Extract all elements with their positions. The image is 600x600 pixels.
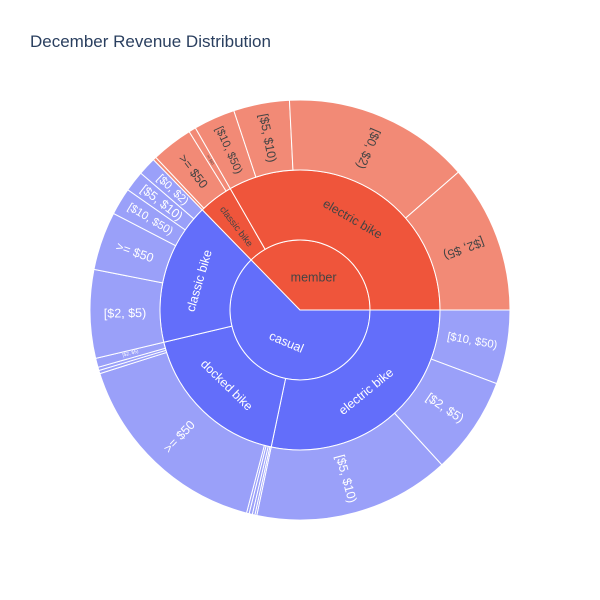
- segment-label-2-5: [$2, $5): [104, 306, 147, 321]
- segments-layer: [89, 99, 511, 521]
- segment-label-50: >= $50: [206, 154, 215, 165]
- segment-label-2-5: [$2, $5): [122, 349, 140, 359]
- sunburst-segment-l2-2-5[interactable]: [404, 171, 511, 311]
- segment-label-member: member: [291, 271, 337, 285]
- chart-title: December Revenue Distribution: [30, 32, 271, 51]
